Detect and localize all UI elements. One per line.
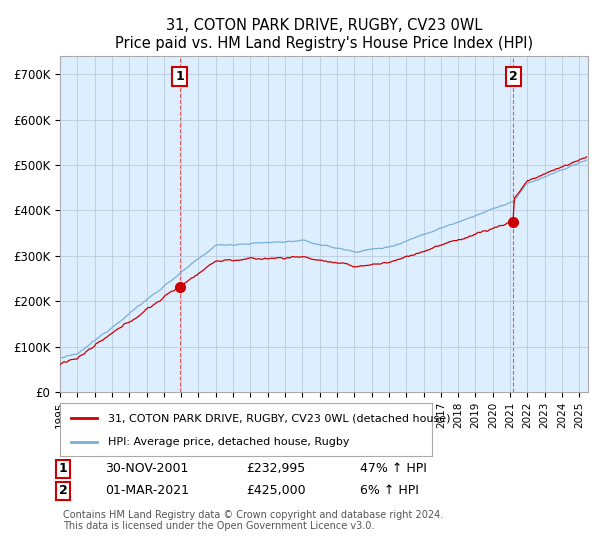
Text: HPI: Average price, detached house, Rugby: HPI: Average price, detached house, Rugb…: [109, 436, 350, 446]
Text: 2: 2: [509, 70, 517, 83]
Text: 31, COTON PARK DRIVE, RUGBY, CV23 0WL (detached house): 31, COTON PARK DRIVE, RUGBY, CV23 0WL (d…: [109, 413, 451, 423]
Text: Contains HM Land Registry data © Crown copyright and database right 2024.
This d: Contains HM Land Registry data © Crown c…: [63, 510, 443, 531]
Text: 2: 2: [59, 484, 67, 497]
Text: 30-NOV-2001: 30-NOV-2001: [105, 462, 188, 475]
Text: 47% ↑ HPI: 47% ↑ HPI: [360, 462, 427, 475]
Text: 6% ↑ HPI: 6% ↑ HPI: [360, 484, 419, 497]
Text: 1: 1: [175, 70, 184, 83]
Text: £425,000: £425,000: [246, 484, 305, 497]
Title: 31, COTON PARK DRIVE, RUGBY, CV23 0WL
Price paid vs. HM Land Registry's House Pr: 31, COTON PARK DRIVE, RUGBY, CV23 0WL Pr…: [115, 18, 533, 50]
Text: £232,995: £232,995: [246, 462, 305, 475]
Text: 01-MAR-2021: 01-MAR-2021: [105, 484, 189, 497]
Text: 1: 1: [59, 462, 67, 475]
